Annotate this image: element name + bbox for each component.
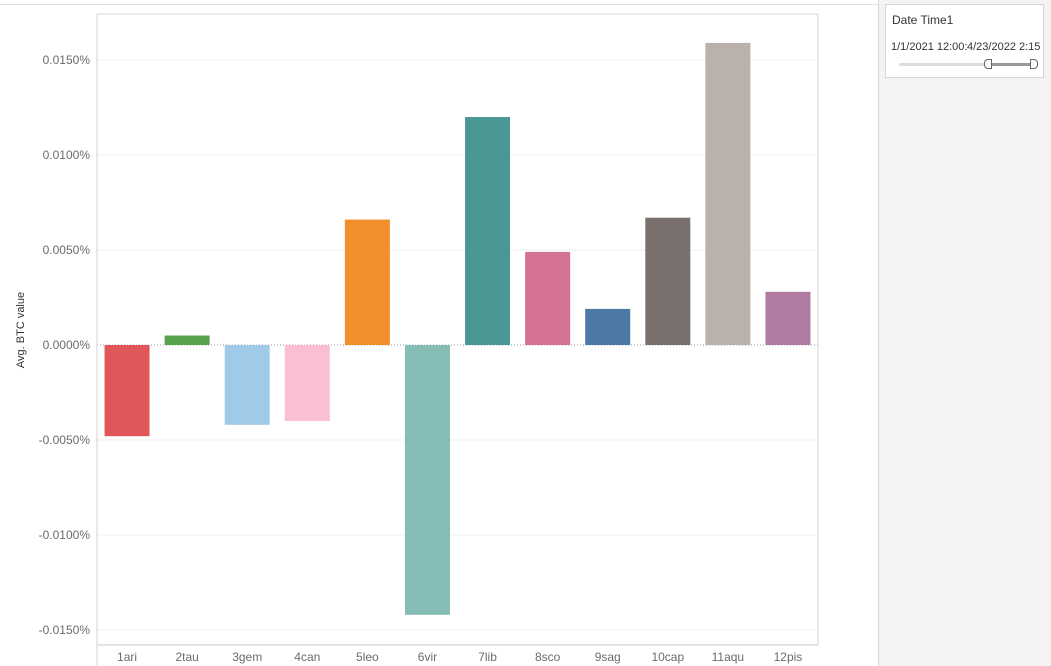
x-tick-label: 6vir: [418, 650, 437, 664]
range-slider-fill: [988, 63, 1034, 66]
x-tick-label: 8sco: [535, 650, 561, 664]
date-filter-card: Date Time1 1/1/2021 12:00:00 AM4/23/2022…: [885, 4, 1044, 78]
range-slider-start-handle[interactable]: [984, 59, 993, 69]
bars: [104, 42, 811, 615]
x-tick-label: 10cap: [651, 650, 684, 664]
gridlines: [97, 59, 818, 631]
y-axis-ticks: 0.0150% 0.0100% 0.0050% 0.0000% -0.0050% -0.0…: [39, 53, 91, 637]
x-tick-label: 9sag: [595, 650, 621, 664]
bar: [224, 345, 270, 425]
x-tick-label: 5leo: [356, 650, 379, 664]
range-start-value[interactable]: 1/1/2021 12:00:00 AM: [891, 41, 967, 53]
x-tick-label: 7lib: [478, 650, 497, 664]
x-tick-label: 11aqu: [712, 650, 744, 664]
y-tick-label: 0.0000%: [43, 338, 91, 352]
y-tick-label: -0.0150%: [39, 623, 91, 637]
y-tick-label: -0.0100%: [39, 528, 91, 542]
bar-chart: 0.0150% 0.0100% 0.0050% 0.0000% -0.0050% -0.0…: [0, 4, 878, 666]
y-tick-label: 0.0050%: [43, 243, 91, 257]
x-tick-label: 2tau: [175, 650, 198, 664]
range-slider-end-handle[interactable]: [1030, 59, 1038, 69]
bar: [404, 345, 450, 615]
bar: [104, 345, 150, 437]
filter-title: Date Time1: [892, 13, 954, 27]
x-tick-label: 12pis: [774, 650, 803, 664]
bar: [705, 42, 751, 346]
filter-range-values: 1/1/2021 12:00:00 AM4/23/2022 2:15:00 PM: [891, 41, 1041, 53]
y-tick-label: 0.0100%: [43, 148, 91, 162]
x-tick-label: 4can: [294, 650, 320, 664]
bar: [344, 219, 390, 345]
range-end-value[interactable]: 4/23/2022 2:15:00 PM: [967, 41, 1041, 53]
x-tick-label: 3gem: [232, 650, 262, 664]
bar: [645, 217, 691, 345]
y-axis-title: Avg. BTC value: [15, 292, 27, 368]
bar: [585, 308, 631, 345]
y-tick-label: -0.0050%: [39, 433, 91, 447]
x-tick-label: 1ari: [117, 650, 137, 664]
bar: [284, 345, 330, 421]
bar: [164, 335, 210, 345]
filter-panel: [878, 0, 1051, 666]
bar: [765, 291, 811, 345]
x-axis-ticks: 1ari 2tau 3gem 4can 5leo 6vir 7lib 8sco 9sag 10ca…: [117, 650, 802, 664]
bar: [525, 251, 571, 345]
bar: [465, 117, 511, 345]
range-slider-track[interactable]: [899, 63, 1034, 66]
y-tick-label: 0.0150%: [43, 53, 91, 67]
